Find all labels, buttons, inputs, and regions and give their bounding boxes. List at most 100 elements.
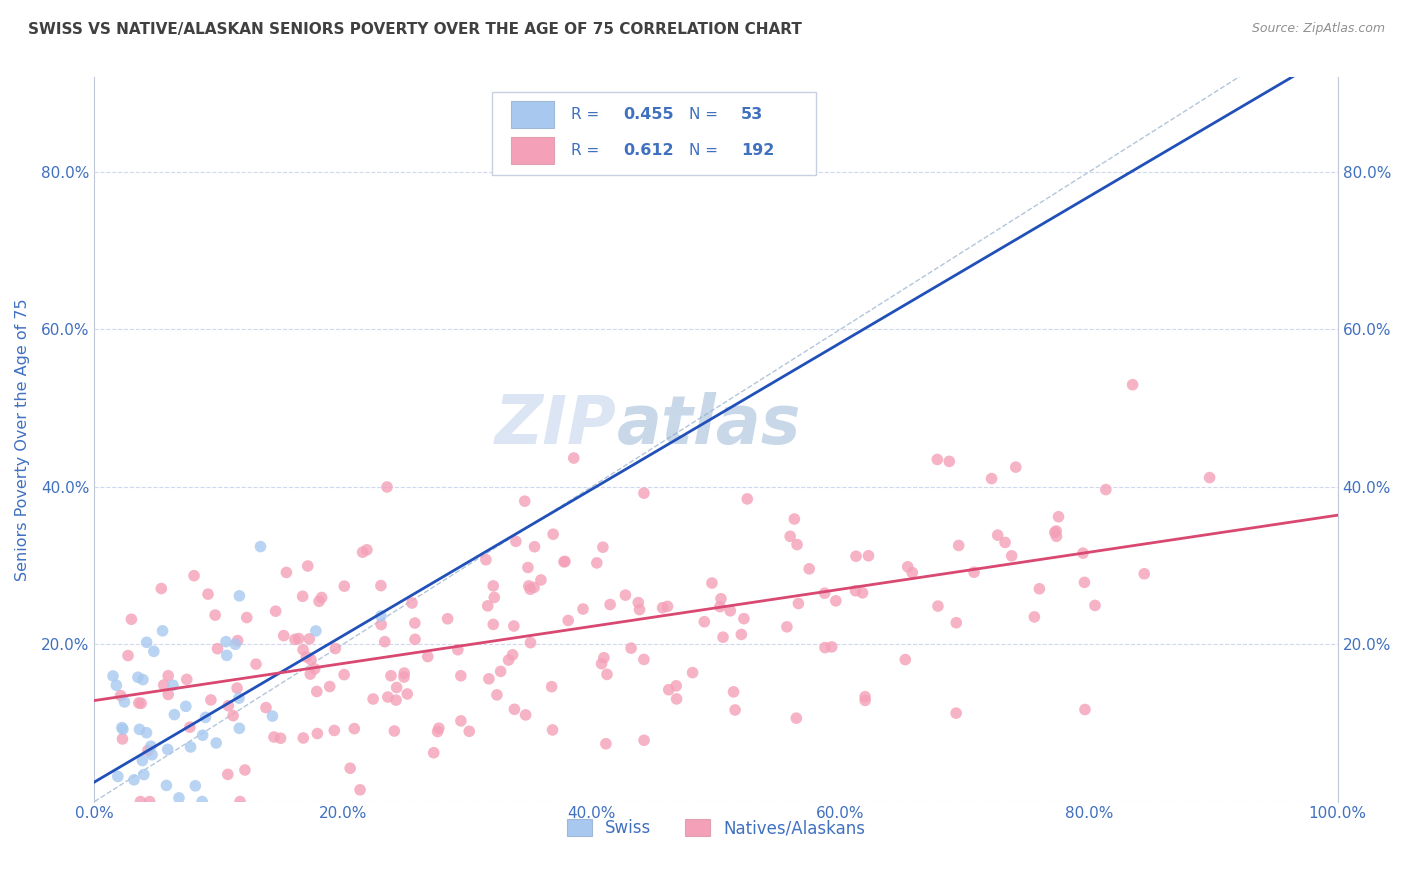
Point [228, 589, 250, 603]
Point [396, 687, 419, 701]
Point [131, 754, 153, 768]
Point [122, 772, 145, 787]
Point [292, 642, 315, 657]
Point [233, 763, 256, 777]
Point [375, 480, 398, 494]
Point [226, 633, 249, 648]
Point [297, 559, 319, 574]
Point [523, 540, 546, 554]
Point [374, 634, 396, 648]
Point [108, 810, 131, 824]
Point [633, 486, 655, 500]
Point [304, 662, 326, 676]
Point [152, 678, 174, 692]
Point [502, 619, 524, 633]
Point [292, 731, 315, 745]
Point [129, 696, 152, 710]
Point [541, 527, 564, 541]
Point [207, 641, 229, 656]
Point [482, 617, 505, 632]
Point [1095, 483, 1118, 497]
Point [262, 709, 284, 723]
Point [478, 672, 501, 686]
Point [658, 682, 681, 697]
Text: ZIP: ZIP [495, 392, 617, 458]
Point [97, 810, 120, 824]
Point [1198, 470, 1220, 484]
Point [948, 539, 970, 553]
Point [215, 634, 238, 648]
Point [382, 723, 405, 738]
Point [450, 714, 472, 728]
Point [426, 724, 449, 739]
Point [1047, 509, 1070, 524]
Text: Source: ZipAtlas.com: Source: ZipAtlas.com [1251, 22, 1385, 36]
Point [1071, 546, 1094, 560]
Point [927, 452, 949, 467]
Point [339, 761, 361, 775]
Point [633, 652, 655, 666]
Point [117, 648, 139, 663]
Point [799, 562, 821, 576]
Point [851, 586, 873, 600]
Point [787, 597, 810, 611]
Point [821, 640, 844, 654]
Point [523, 581, 546, 595]
Point [392, 670, 415, 684]
Point [155, 779, 177, 793]
Point [380, 669, 402, 683]
Text: 0.455: 0.455 [623, 107, 673, 122]
Point [295, 649, 318, 664]
Point [427, 721, 450, 735]
Point [385, 693, 408, 707]
Point [349, 782, 371, 797]
Point [938, 454, 960, 468]
Point [200, 693, 222, 707]
Point [572, 602, 595, 616]
Point [325, 641, 347, 656]
FancyBboxPatch shape [510, 101, 554, 128]
Point [591, 657, 613, 671]
Text: N =: N = [689, 143, 717, 158]
Point [224, 637, 246, 651]
Point [215, 810, 238, 824]
Point [458, 724, 481, 739]
Point [174, 699, 197, 714]
Point [287, 632, 309, 646]
Point [614, 588, 637, 602]
Point [945, 706, 967, 720]
Point [263, 730, 285, 744]
Point [121, 810, 143, 824]
Point [226, 681, 249, 695]
Point [517, 579, 540, 593]
Point [97, 810, 120, 824]
Point [710, 591, 733, 606]
Point [945, 615, 967, 630]
Point [228, 691, 250, 706]
Point [110, 689, 132, 703]
Legend: Swiss, Natives/Alaskans: Swiss, Natives/Alaskans [560, 813, 872, 844]
Point [361, 692, 384, 706]
Point [333, 667, 356, 681]
Point [152, 624, 174, 638]
Text: R =: R = [571, 107, 603, 122]
Point [709, 599, 731, 614]
Point [814, 586, 837, 600]
Point [136, 743, 159, 757]
Point [894, 652, 917, 666]
Point [217, 698, 239, 713]
Text: 192: 192 [741, 143, 775, 158]
Point [107, 769, 129, 783]
Point [264, 604, 287, 618]
Point [484, 591, 506, 605]
Point [503, 702, 526, 716]
Point [215, 648, 238, 663]
Point [120, 612, 142, 626]
Text: SWISS VS NATIVE/ALASKAN SENIORS POVERTY OVER THE AGE OF 75 CORRELATION CHART: SWISS VS NATIVE/ALASKAN SENIORS POVERTY … [28, 22, 801, 37]
Point [723, 685, 745, 699]
Point [128, 723, 150, 737]
Point [198, 803, 221, 817]
Point [963, 566, 986, 580]
Point [184, 779, 207, 793]
Point [276, 566, 298, 580]
